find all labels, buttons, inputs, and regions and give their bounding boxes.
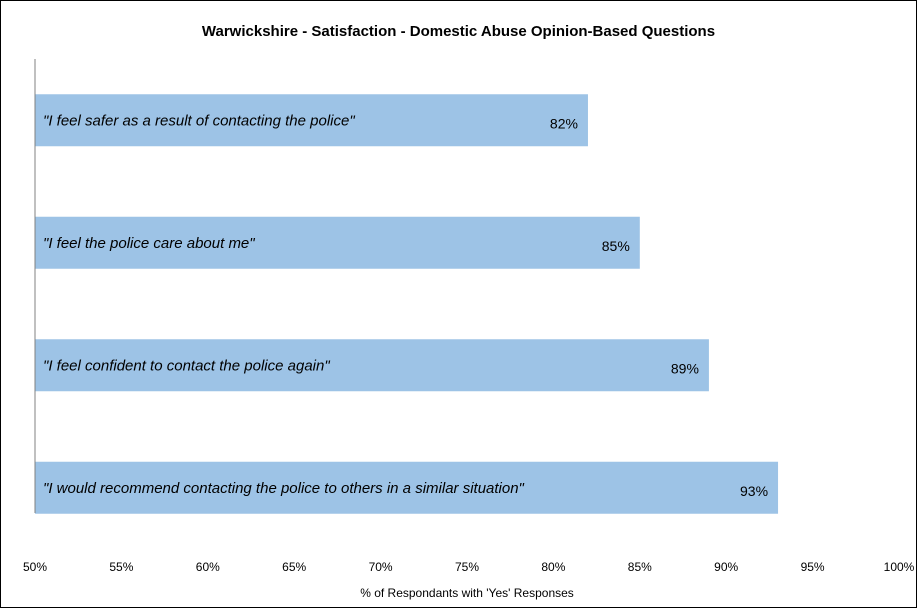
category-label-1: "I feel safer as a result of contacting … [43,112,355,129]
x-tick-label: 60% [196,560,220,574]
x-axis-ticks: 50% 55% 60% 65% 70% 75% 80% 85% 90% 95% 100% [23,560,915,574]
chart-title: Warwickshire - Satisfaction - Domestic A… [201,23,716,40]
x-tick-label: 50% [23,560,47,574]
x-tick-label: 55% [109,560,133,574]
data-label-4: 93% [740,483,768,499]
data-label-1: 82% [550,115,578,131]
category-label-3: "I feel confident to contact the police … [43,357,330,374]
bar-3 [35,339,709,392]
category-label-4: "I would recommend contacting the police… [43,480,525,497]
x-tick-label: 75% [455,560,479,574]
x-tick-label: 80% [541,560,565,574]
bar-1 [35,94,588,147]
data-label-2: 85% [602,238,630,254]
bars-layer: "I feel safer as a result of contacting … [35,94,779,514]
x-tick-label: 90% [714,560,738,574]
category-label-2: "I feel the police care about me" [43,235,255,252]
data-label-3: 89% [671,360,699,376]
x-tick-label: 70% [369,560,393,574]
bar-4 [35,461,779,514]
x-axis-title: % of Respondants with 'Yes' Responses [360,586,574,600]
bar-2 [35,216,640,269]
x-tick-label: 85% [628,560,652,574]
x-tick-label: 65% [282,560,306,574]
x-tick-label: 100% [884,560,915,574]
x-tick-label: 95% [801,560,825,574]
